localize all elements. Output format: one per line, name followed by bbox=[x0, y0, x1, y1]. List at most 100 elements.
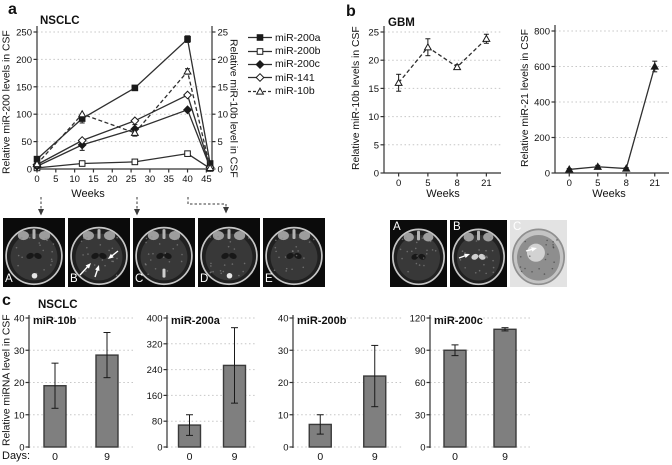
svg-text:25: 25 bbox=[368, 28, 379, 39]
svg-text:5: 5 bbox=[595, 178, 600, 189]
mri-letter: B bbox=[70, 272, 78, 285]
panel-b-title: GBM bbox=[388, 17, 415, 29]
svg-text:20: 20 bbox=[278, 378, 289, 389]
svg-text:15: 15 bbox=[88, 174, 99, 185]
svg-text:150: 150 bbox=[16, 82, 32, 93]
legend-label: miR-10b bbox=[275, 85, 315, 98]
svg-text:0: 0 bbox=[452, 451, 458, 463]
panel-b1-x-axis-label: Weeks bbox=[426, 188, 460, 200]
svg-text:90: 90 bbox=[415, 346, 426, 357]
svg-text:30: 30 bbox=[14, 346, 25, 357]
svg-text:10: 10 bbox=[218, 110, 229, 121]
mri-letter: E bbox=[265, 272, 273, 285]
mri-scan-e: E bbox=[263, 218, 325, 287]
mri-scan-c-week26: C bbox=[133, 218, 195, 287]
svg-text:30: 30 bbox=[145, 174, 156, 185]
mri-letter: A bbox=[5, 272, 13, 285]
svg-text:250: 250 bbox=[16, 28, 32, 39]
legend-marker-square-open-icon bbox=[248, 47, 272, 55]
legend-marker-diamond-open-icon bbox=[248, 73, 272, 83]
svg-text:240: 240 bbox=[147, 365, 163, 376]
mri-letter: B bbox=[453, 221, 461, 233]
svg-text:60: 60 bbox=[415, 378, 426, 389]
svg-text:0: 0 bbox=[157, 443, 162, 454]
svg-text:100: 100 bbox=[16, 110, 32, 121]
svg-text:9: 9 bbox=[502, 451, 508, 463]
mir200b-bar-chart: 0 10 20 30 40 0 9 bbox=[278, 314, 402, 463]
svg-text:0: 0 bbox=[19, 443, 24, 454]
svg-text:10: 10 bbox=[14, 410, 25, 421]
chart-c3-title: miR-200b bbox=[297, 315, 347, 327]
mri-letter: C bbox=[513, 221, 522, 233]
svg-text:0: 0 bbox=[218, 165, 223, 176]
chart-c1-title: miR-10b bbox=[33, 315, 77, 327]
svg-text:10: 10 bbox=[69, 174, 80, 185]
panel-a-title: NSCLC bbox=[40, 15, 80, 27]
svg-text:5: 5 bbox=[374, 140, 379, 151]
gbm-mir10b-line-chart: 0 5 10 15 20 25 0 5 8 21 bbox=[368, 26, 501, 189]
svg-text:35: 35 bbox=[163, 174, 174, 185]
svg-text:5: 5 bbox=[425, 178, 430, 189]
legend-label: miR-141 bbox=[275, 71, 315, 84]
mri-scan-d-week40: D bbox=[198, 218, 260, 287]
mri-scan-a-week0: A bbox=[3, 218, 65, 287]
mri-scan-gbm-a: A bbox=[390, 220, 447, 287]
panel-c-y-axis-label: Relative miRNA level in CSF bbox=[1, 314, 13, 446]
svg-text:21: 21 bbox=[481, 178, 492, 189]
panel-a-mri-row: A B C D E bbox=[3, 218, 325, 287]
svg-text:0: 0 bbox=[52, 451, 58, 463]
svg-text:25: 25 bbox=[218, 28, 229, 39]
legend-marker-triangle-open-icon bbox=[248, 86, 272, 95]
svg-text:400: 400 bbox=[147, 314, 163, 325]
svg-text:0: 0 bbox=[283, 443, 288, 454]
svg-text:160: 160 bbox=[147, 391, 163, 402]
panel-a-y2-axis-label: Relative miR-10b level in CSF bbox=[227, 38, 239, 178]
panel-a-legend: miR-200a miR-200b miR-200c miR-141 miR-1… bbox=[247, 31, 321, 98]
svg-text:40: 40 bbox=[278, 314, 289, 325]
mri-scan-b: B bbox=[68, 218, 130, 287]
svg-text:50: 50 bbox=[21, 137, 32, 148]
svg-text:9: 9 bbox=[104, 451, 110, 463]
svg-text:0: 0 bbox=[317, 451, 323, 463]
legend-item-mir200c: miR-200c bbox=[247, 58, 321, 71]
svg-text:0: 0 bbox=[27, 165, 32, 176]
svg-text:15: 15 bbox=[218, 82, 229, 93]
svg-text:15: 15 bbox=[368, 84, 379, 95]
svg-text:30: 30 bbox=[415, 410, 426, 421]
legend-marker-square-filled-icon bbox=[248, 34, 272, 41]
chart-c4-title: miR-200c bbox=[434, 315, 483, 327]
svg-text:5: 5 bbox=[218, 137, 223, 148]
mir200c-bar-chart: 0 30 60 90 120 0 9 bbox=[410, 314, 530, 463]
legend-label: miR-200a bbox=[275, 31, 321, 44]
svg-text:10: 10 bbox=[368, 112, 379, 123]
legend-item-mir200b: miR-200b bbox=[247, 44, 321, 57]
legend-item-mir141: miR-141 bbox=[247, 71, 321, 84]
panel-b-mri-row: A B C bbox=[390, 220, 567, 287]
svg-text:0: 0 bbox=[187, 451, 193, 463]
panel-a-x-axis-label: Weeks bbox=[71, 188, 105, 200]
svg-text:20: 20 bbox=[218, 55, 229, 66]
timepoint-arrow-connectors bbox=[38, 197, 229, 216]
svg-text:600: 600 bbox=[534, 62, 550, 73]
mir10b-bar-chart: 0 10 20 30 40 0 9 bbox=[14, 314, 133, 463]
legend-marker-diamond-filled-icon bbox=[248, 59, 272, 69]
svg-text:9: 9 bbox=[232, 451, 238, 463]
legend-label: miR-200c bbox=[275, 58, 320, 71]
svg-text:20: 20 bbox=[368, 56, 379, 67]
legend-item-mir200a: miR-200a bbox=[247, 31, 321, 44]
svg-text:20: 20 bbox=[107, 174, 118, 185]
svg-text:400: 400 bbox=[534, 98, 550, 109]
svg-text:0: 0 bbox=[420, 443, 425, 454]
svg-text:200: 200 bbox=[534, 133, 550, 144]
svg-text:21: 21 bbox=[649, 178, 660, 189]
panel-a-label: a bbox=[8, 1, 17, 18]
days-axis-label: Days: bbox=[2, 450, 31, 462]
svg-text:40: 40 bbox=[14, 314, 25, 325]
svg-text:30: 30 bbox=[278, 346, 289, 357]
svg-text:0: 0 bbox=[545, 169, 550, 180]
svg-text:8: 8 bbox=[624, 178, 629, 189]
svg-text:0: 0 bbox=[396, 178, 401, 189]
svg-text:20: 20 bbox=[14, 378, 25, 389]
panel-c-title: NSCLC bbox=[38, 299, 78, 311]
